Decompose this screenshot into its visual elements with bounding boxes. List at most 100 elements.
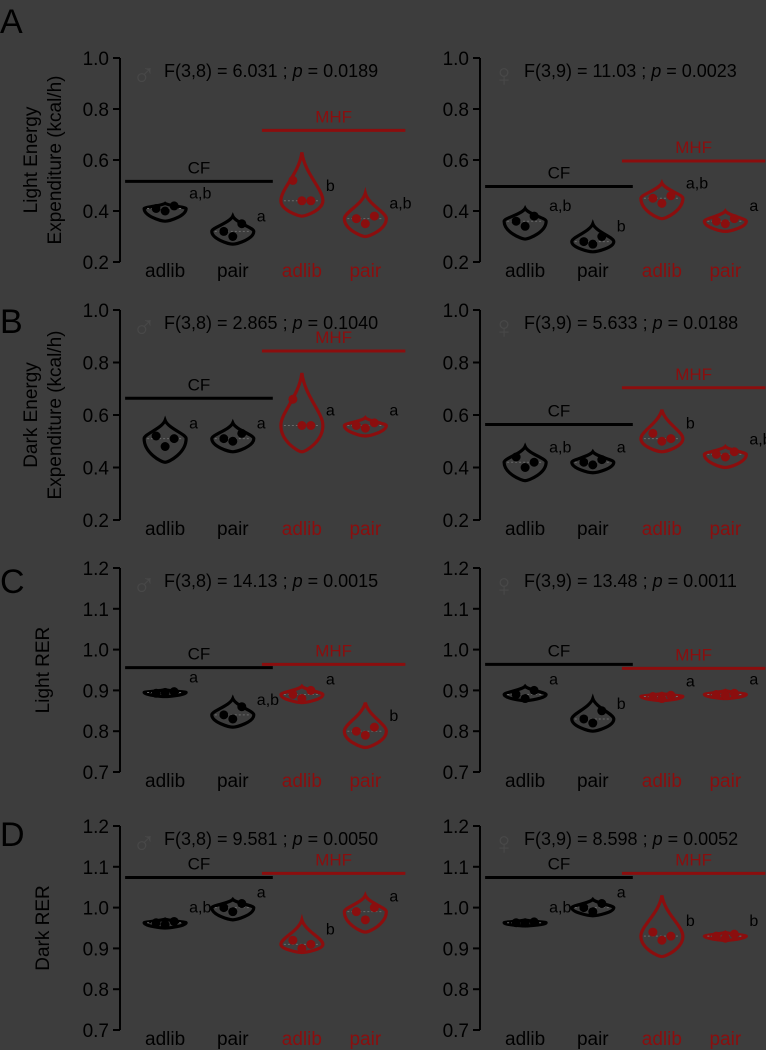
data-point [520,918,530,928]
data-point [520,463,530,472]
data-point [529,685,539,695]
data-point [237,899,247,909]
data-point [511,689,521,699]
y-tick-label: 0.6 [443,151,469,172]
y-axis-label: Dark RER [33,885,54,971]
group-label-mhf: MHF [315,107,352,126]
data-point [360,423,370,433]
significance-letter: a,b [686,175,708,192]
data-point [169,201,179,211]
data-point [360,915,370,925]
y-tick-label: 1.0 [83,899,109,920]
data-point [369,211,379,221]
significance-letter: b [389,708,398,725]
group-label-cf: CF [548,402,571,421]
female-symbol-icon: ♀ [492,567,516,603]
data-point [219,710,229,720]
y-tick-label: 0.7 [83,763,109,784]
significance-letter: a,b [549,900,571,917]
violin-pair-cf [210,896,256,922]
data-point [597,232,607,241]
data-point [288,689,298,699]
significance-letter: a [749,671,758,688]
y-axis-label: Dark Energy [21,362,42,468]
x-category-label: pair [217,1029,249,1050]
violin-pair-cf [210,212,256,246]
y-tick-label: 0.2 [83,511,109,532]
violin-pair-cf [210,418,256,454]
data-point [360,730,370,740]
data-point [151,203,161,213]
female-symbol-icon: ♀ [492,309,516,345]
data-point [237,428,247,438]
y-tick-label: 0.8 [443,722,469,743]
chart-a-male: 0.2 0.4 0.6 0.8 1.0 Light Energy Expenditure (… [21,49,412,282]
data-point [520,694,530,704]
x-category-label: pair [217,261,249,282]
male-symbol-icon: ♂ [132,57,156,93]
data-point [237,702,247,712]
data-point [511,918,521,928]
x-category-label: adlib [505,1029,545,1050]
data-point [511,216,521,226]
data-point [529,917,539,927]
group-label-mhf: MHF [675,138,712,157]
data-point [666,434,676,444]
violin-adlib-cf [502,442,548,483]
x-category-label: adlib [282,771,322,792]
data-point [597,706,607,716]
data-point [720,690,730,700]
significance-letter: b [617,219,626,236]
x-category-label: pair [709,519,741,540]
significance-letter: a [749,198,758,215]
x-category-label: adlib [282,261,322,282]
x-category-label: pair [577,519,609,540]
group-label-cf: CF [188,854,211,873]
data-point [579,714,589,724]
data-point [729,688,739,698]
data-point [351,907,361,917]
male-symbol-icon: ♂ [132,309,156,345]
y-tick-label: 1.0 [83,641,109,662]
y-tick-label: 1.1 [443,858,469,879]
y-tick-label: 0.6 [443,406,469,427]
chart-c-female: 0.7 0.8 0.9 1.0 1.1 1.2 ♀ F(3,9) = 13.48 ; p = … [443,559,766,792]
y-tick-label: 1.1 [443,600,469,621]
y-tick-label: 0.2 [443,253,469,274]
data-point [219,903,229,913]
y-tick-label: 0.2 [443,511,469,532]
data-point [351,421,361,430]
data-point [219,434,229,444]
y-tick-label: 0.4 [83,202,110,223]
stat-annotation: F(3,8) = 6.031 ; p = 0.0189 [164,61,378,81]
violin-adlib-mhf [639,895,685,959]
y-tick-label: 0.9 [83,681,109,702]
panel-letter-b: B [0,303,23,341]
data-point [648,927,658,937]
data-point [306,939,316,949]
y-tick-label: 0.8 [83,100,109,121]
data-point [228,907,238,917]
violin-pair-cf [570,693,616,733]
group-label-mhf: MHF [315,641,352,660]
stat-annotation: F(3,9) = 13.48 ; p = 0.0011 [524,571,737,591]
y-tick-label: 1.1 [83,600,109,621]
violin-pair-cf [210,694,256,729]
data-point [588,718,598,728]
female-symbol-icon: ♀ [492,57,516,93]
y-tick-label: 1.0 [443,641,469,662]
data-point [511,452,521,462]
data-point [360,219,370,229]
data-point [597,899,607,909]
data-point [657,935,667,945]
data-point [666,931,676,941]
panel-letter-d: D [0,816,25,854]
y-tick-label: 1.0 [443,899,469,920]
data-point [711,931,721,941]
violin-pair-mhf [342,891,388,934]
stat-annotation: F(3,8) = 2.865 ; p = 0.1040 [164,313,378,333]
y-tick-label: 0.8 [443,100,469,121]
significance-letter: a,b [549,439,571,456]
data-point [369,903,379,913]
y-tick-label: 0.7 [83,1021,109,1042]
